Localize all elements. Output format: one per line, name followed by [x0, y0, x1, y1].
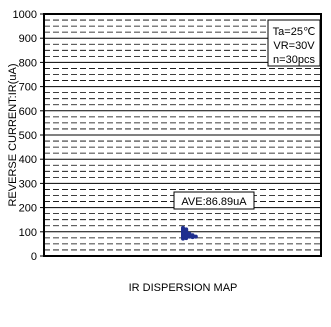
- y-tick-label: 200: [19, 203, 37, 215]
- condition-sample-count: n=30pcs: [273, 54, 315, 66]
- data-point: [187, 231, 192, 236]
- conditions-box-border: [267, 19, 321, 67]
- y-axis-title: REVERSE CURRENT:IR(uA): [7, 63, 19, 206]
- y-tick-label: 700: [19, 82, 37, 94]
- y-tick-label: 300: [19, 178, 37, 190]
- y-tick-label: 800: [19, 57, 37, 69]
- data-point: [181, 225, 185, 230]
- average-annotation: AVE:86.89uA: [173, 191, 255, 210]
- y-tick-label: 0: [31, 251, 37, 263]
- y-tick-label: 900: [19, 33, 37, 45]
- y-tick-label: 100: [19, 227, 37, 239]
- average-label: AVE:86.89uA: [181, 196, 247, 208]
- y-tick-label: 600: [19, 106, 37, 118]
- data-point: [190, 233, 195, 238]
- data-point: [184, 227, 189, 232]
- conditions-box: Ta=25℃ VR=30V n=30pcs: [267, 19, 321, 67]
- y-tick-label: 1000: [13, 9, 37, 21]
- y-tick-label: 400: [19, 154, 37, 166]
- data-points: [181, 225, 198, 241]
- y-tick-label: 500: [19, 130, 37, 142]
- y-axis-ticks: 0 100 200 300 400 500 600 700 800 900 1000: [13, 9, 44, 263]
- condition-temperature: Ta=25℃: [273, 26, 316, 38]
- condition-voltage: VR=30V: [273, 40, 315, 52]
- data-point: [193, 234, 198, 239]
- average-box-border: [173, 191, 255, 210]
- chart-title: IR DISPERSION MAP: [129, 282, 238, 294]
